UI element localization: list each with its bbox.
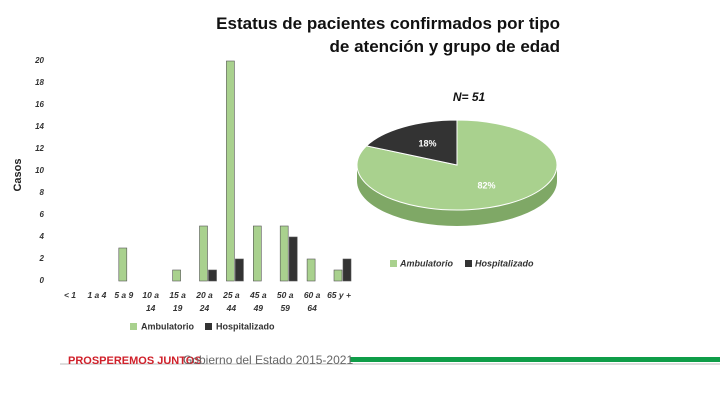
footer-bar <box>350 357 720 362</box>
y-tick-label: 4 <box>39 232 45 241</box>
legend-swatch <box>130 323 137 330</box>
x-tick-label: 45 a 49 <box>250 290 267 313</box>
pie-slice <box>365 119 458 166</box>
y-tick-label: 12 <box>35 144 44 153</box>
y-tick-label: 10 <box>35 166 44 175</box>
x-tick-label: 20 a 24 <box>196 290 213 313</box>
bar <box>279 225 289 282</box>
pie-depth <box>357 165 557 226</box>
bar <box>253 225 262 282</box>
legend-label: Hospitalizado <box>475 258 534 268</box>
y-tick-label: 8 <box>40 188 45 197</box>
legend-swatch <box>465 260 472 267</box>
x-tick-label: 1 a 4 <box>87 290 107 300</box>
bar <box>226 60 235 282</box>
x-tick-label: 10 a 14 <box>142 290 159 313</box>
y-tick-label: 2 <box>39 254 45 263</box>
footer-slogan: PROSPEREMOS JUNTOS <box>68 355 202 367</box>
bar <box>172 269 181 282</box>
legend-swatch <box>390 260 397 267</box>
y-tick-label: 18 <box>35 78 44 87</box>
x-tick-label: 50 a 59 <box>276 290 294 313</box>
x-tick-label: 60 a 64 <box>303 290 321 313</box>
y-tick-label: 20 <box>34 56 44 65</box>
x-tick-label: 65 y + <box>327 290 351 300</box>
bar <box>235 258 244 282</box>
y-tick-label: 16 <box>35 100 44 109</box>
slide-title: Estatus de pacientes confirmados por tip… <box>216 14 560 56</box>
bar <box>199 225 208 282</box>
x-tick-label: < 1 <box>63 290 77 300</box>
y-tick-label: 14 <box>35 122 44 131</box>
bar <box>306 258 316 282</box>
pie-value-label: 82% <box>477 180 495 190</box>
footer-government: Gobierno del Estado 2015-2021 <box>183 353 353 367</box>
pie-value-label: 18% <box>419 138 437 148</box>
legend-label: Hospitalizado <box>216 321 275 331</box>
y-tick-label: 6 <box>40 210 45 219</box>
bar <box>288 236 298 282</box>
bar <box>333 269 343 282</box>
x-tick-label: 25 a 44 <box>223 290 240 313</box>
x-tick-label: 15 a 19 <box>169 290 186 313</box>
legend-label: Ambulatorio <box>399 258 454 268</box>
pie-title: N= 51 <box>453 90 486 104</box>
x-tick-label: 5 a 9 <box>114 290 134 300</box>
y-axis-label: Casos <box>12 158 24 191</box>
legend-swatch <box>205 323 212 330</box>
y-tick-label: 0 <box>40 276 45 285</box>
bar <box>118 247 128 282</box>
bar <box>208 269 217 282</box>
bar <box>342 258 352 282</box>
legend-label: Ambulatorio <box>141 321 195 331</box>
